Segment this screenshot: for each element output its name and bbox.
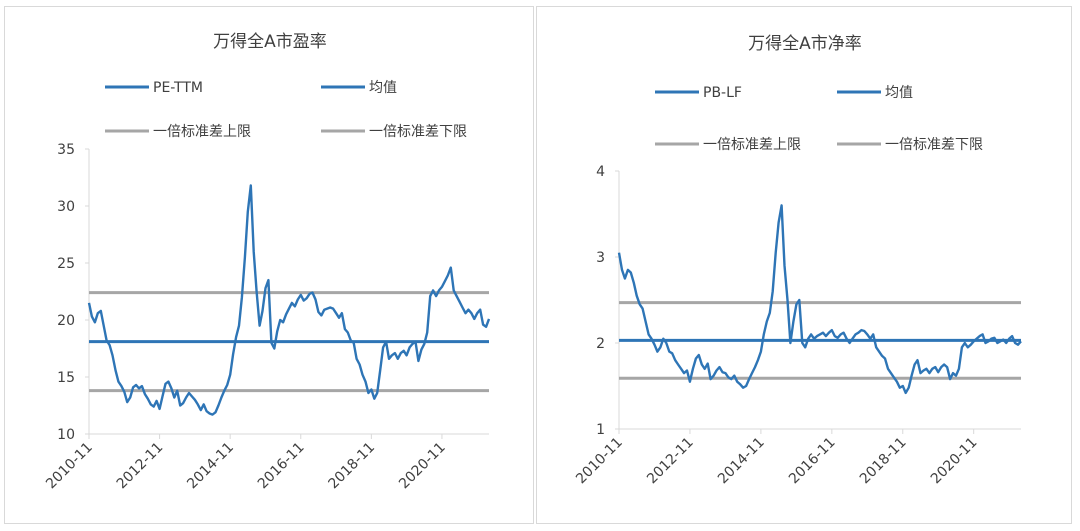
pb-legend-label: 均值: [885, 85, 913, 101]
pb-legend-label: 一倍标准差上限: [703, 137, 801, 153]
pe-y-tick-label: 25: [57, 256, 75, 272]
pe-x-tick-label: 2012-11: [114, 440, 167, 493]
pe-y-tick-label: 20: [57, 313, 75, 329]
pe-legend-label: 均值: [369, 80, 397, 96]
pe-x-tick-label: 2010-11: [43, 440, 96, 493]
pb-series-line: [617, 204, 1022, 395]
pe-legend-label: 一倍标准差下限: [369, 124, 467, 140]
pb-chart-title: 万得全A市净率: [748, 34, 862, 54]
pe-x-tick-label: 2018-11: [326, 440, 379, 493]
pe-series-line: [87, 184, 491, 416]
pb-chart-panel: 万得全A市净率 PB-LF 均值一倍标准差上限 一倍标准差下限 1 2 3 4 2010-11 2…: [536, 6, 1072, 524]
pb-y-tick-label: 2: [596, 336, 605, 352]
pe-y-tick-label: 35: [57, 142, 75, 158]
pb-legend-label: PB-LF: [703, 85, 742, 101]
pe-x-tick-label: 2016-11: [255, 440, 308, 493]
pe-y-tick-label: 30: [57, 199, 75, 215]
pe-legend-label: PE-TTM: [153, 80, 203, 96]
pb-x-tick-label: 2020-11: [928, 435, 981, 488]
pb-y-tick-label: 3: [596, 250, 605, 266]
pb-x-tick-label: 2012-11: [644, 435, 697, 488]
pe-y-tick-label: 15: [57, 370, 75, 386]
pe-x-tick-label: 2014-11: [184, 440, 237, 493]
pe-chart-panel: 万得全A市盈率 PE-TTM 均值一倍标准差上限 一倍标准差下限 10 15 20 25 30 3…: [4, 6, 534, 524]
pe-x-tick-label: 2020-11: [396, 440, 449, 493]
pb-legend-label: 一倍标准差下限: [885, 137, 983, 153]
pb-x-tick-label: 2016-11: [786, 435, 839, 488]
pb-x-tick-label: 2018-11: [857, 435, 910, 488]
pe-legend-label: 一倍标准差上限: [153, 124, 251, 140]
pe-chart-title: 万得全A市盈率: [213, 32, 327, 52]
pb-y-tick-label: 1: [596, 422, 605, 438]
pb-y-tick-label: 4: [596, 164, 605, 180]
pb-x-tick-label: 2010-11: [573, 435, 626, 488]
pb-x-tick-label: 2014-11: [715, 435, 768, 488]
pe-y-tick-label: 10: [57, 427, 75, 443]
